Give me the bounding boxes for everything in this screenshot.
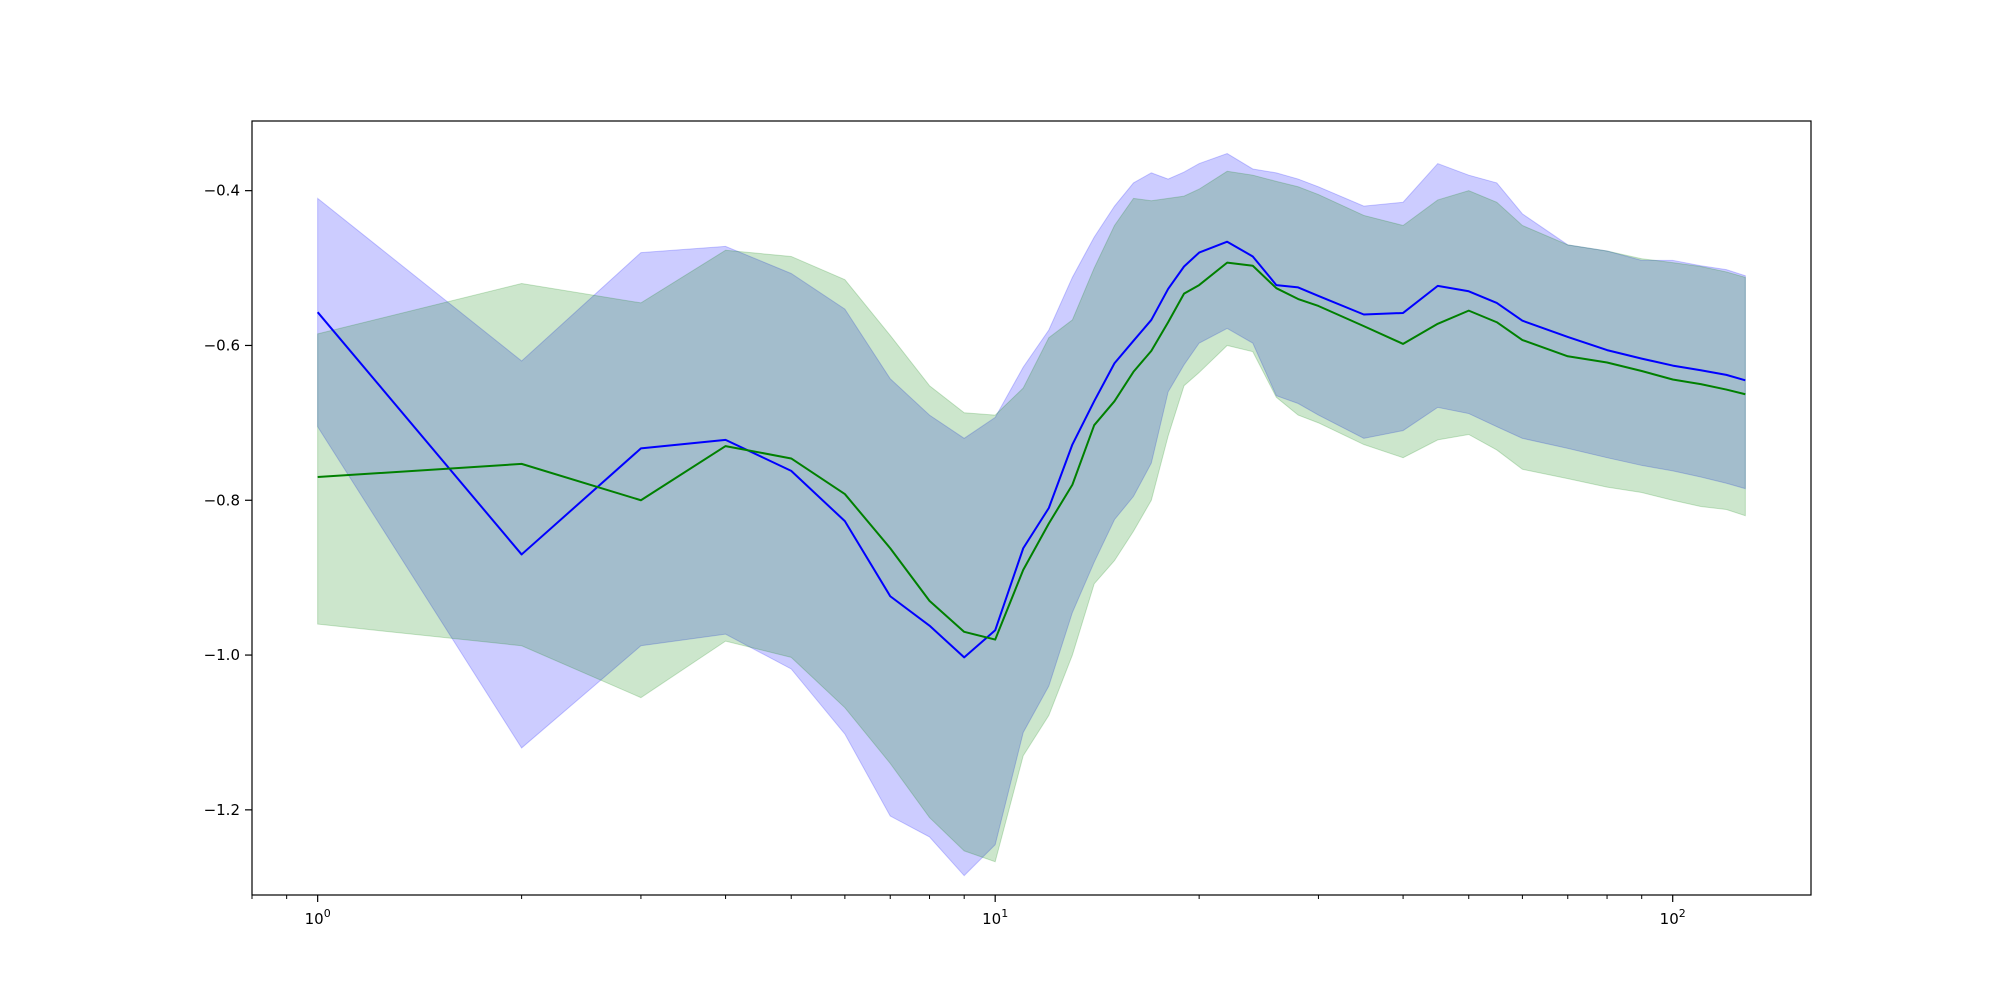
series-lines	[316, 240, 1746, 659]
series-2-band	[317, 170, 1746, 863]
y-tick-label: −0.8	[204, 491, 240, 509]
y-tick-label: −0.4	[204, 182, 240, 200]
series-2-line	[317, 261, 1746, 641]
y-tick-label: −1.0	[204, 646, 240, 664]
y-tick-label: −1.2	[204, 801, 240, 819]
x-tick-label: 101	[982, 907, 1008, 928]
y-axis: −0.4 −0.6 −0.8 −1.0 −1.2	[204, 182, 252, 819]
confidence-bands	[317, 152, 1746, 877]
plot-frame	[251, 120, 1812, 896]
x-tick-label: 102	[1660, 907, 1686, 928]
x-axis: 100 101 102	[251, 895, 1686, 928]
series-1-band	[317, 152, 1746, 877]
x-tick-label: 100	[305, 907, 331, 928]
series-1-line	[316, 240, 1746, 659]
y-tick-label: −0.6	[204, 336, 240, 354]
